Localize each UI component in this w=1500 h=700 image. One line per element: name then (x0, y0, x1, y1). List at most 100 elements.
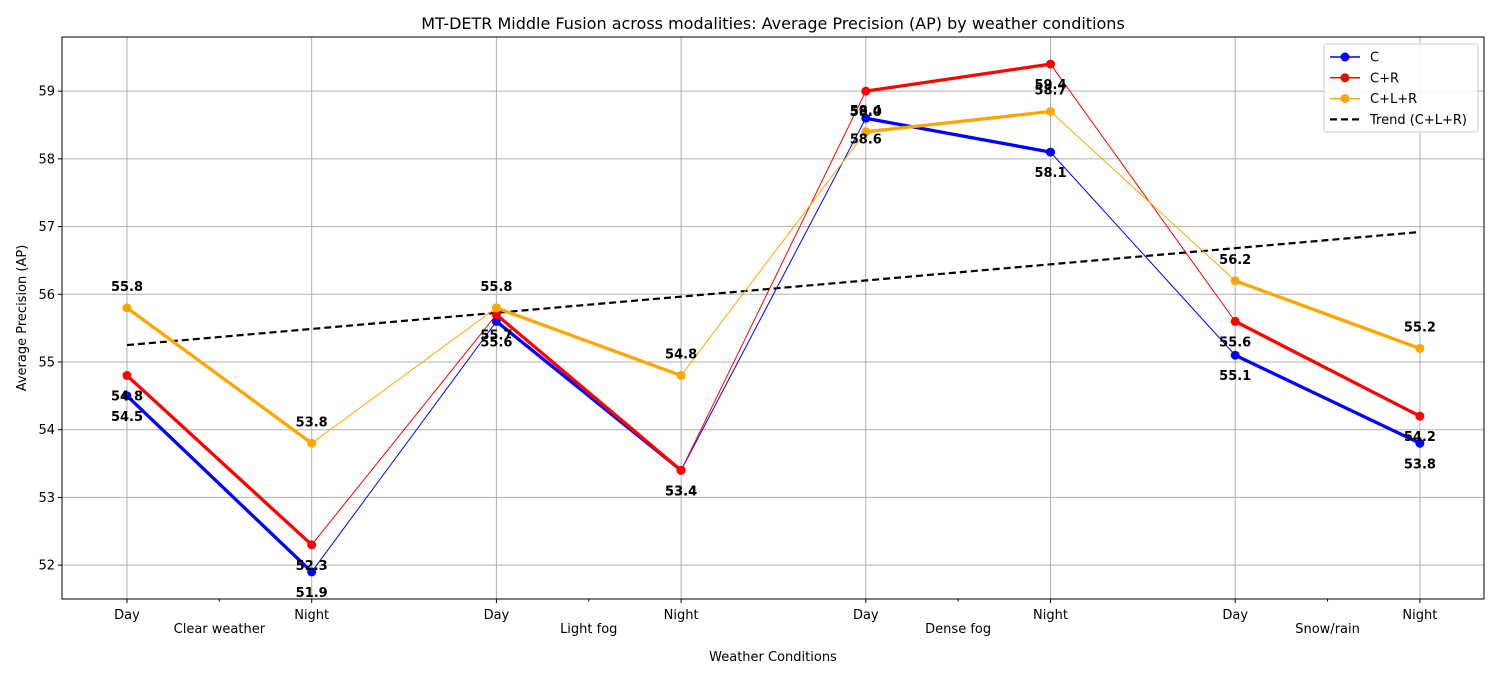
series-c-l-r-data-label: 54.8 (665, 348, 697, 363)
series-c-l-r-point (861, 127, 871, 137)
series-c-segment (311, 320, 497, 573)
group-label: Snow/rain (1295, 622, 1360, 637)
y-tick-label: 56 (38, 288, 55, 303)
series-c-segment (1233, 353, 1422, 445)
y-axis-title: Average Precision (AP) (15, 245, 30, 392)
y-tick-label: 52 (38, 559, 55, 574)
chart-title: MT-DETR Middle Fusion across modalities:… (421, 14, 1125, 33)
series-c-r-point (676, 465, 686, 475)
x-axis-title: Weather Conditions (709, 650, 837, 665)
legend-label-c-l-r: C+L+R (1370, 92, 1417, 107)
series-c-r-point (1415, 411, 1425, 421)
series-c-l-r-data-label: 58.4 (850, 104, 882, 119)
series-c-data-label: 53.4 (665, 484, 697, 499)
legend: C C+R C+L+R Trend (C+L+R) (1323, 43, 1479, 133)
group-label: Dense fog (925, 622, 991, 637)
series-c-point (122, 391, 132, 401)
trend-layer (126, 230, 1420, 347)
series-c-r-segment (125, 373, 314, 547)
series-c-r-data-label: 55.7 (480, 329, 512, 344)
plot-frame (61, 36, 1485, 600)
y-axis: 52 53 54 55 56 57 58 59 (38, 85, 62, 574)
series-c-data-label: 58.6 (850, 132, 882, 147)
series-c-data-label: 54.5 (111, 410, 143, 425)
group-label: Clear weather (174, 622, 266, 637)
series-c-l-r-data-label: 55.8 (111, 280, 143, 295)
series-c-l-r-data-label: 55.8 (480, 280, 512, 295)
series-c-data-label: 53.8 (1404, 457, 1436, 472)
series-c-r-point (861, 86, 871, 96)
series-c-r-data-label: 54.2 (1404, 430, 1436, 445)
x-tick-label: Night (294, 608, 329, 623)
legend-marker-c-l-r (1340, 94, 1350, 104)
legend-marker-c (1340, 52, 1350, 62)
y-tick-label: 57 (38, 220, 55, 235)
series-c-point (1415, 438, 1425, 448)
x-tick-label: Night (1402, 608, 1437, 623)
series-c-r-point (491, 310, 501, 320)
y-tick-label: 59 (38, 85, 55, 100)
series-c-r-segment (311, 314, 497, 546)
series-c-l-r-segment (1050, 110, 1236, 282)
series-c-r-segment (1050, 63, 1236, 322)
x-tick-label: Day (853, 608, 879, 623)
x-tick-label: Day (1222, 608, 1248, 623)
series-c-l-r-segment (125, 306, 314, 445)
y-tick-label: 58 (38, 152, 55, 167)
series-c-r-data-label: 59.4 (1034, 78, 1066, 93)
series-c-segment (125, 394, 314, 574)
y-tick-label: 54 (38, 423, 55, 438)
series-c-l-r-point (676, 371, 686, 381)
series-c-r-data-label: 59.0 (850, 105, 882, 120)
series-c-l-r-segment (311, 307, 497, 444)
series-c-r-segment (680, 90, 867, 471)
series-c-r-segment (494, 312, 683, 472)
x-tick-label: Day (114, 608, 140, 623)
trend-line (126, 230, 1420, 347)
series-c-point (861, 113, 871, 123)
legend-label-c: C (1370, 51, 1379, 66)
series-c-point (1046, 147, 1055, 157)
series-c-l-r-segment (864, 109, 1053, 134)
series-c-data-label: 55.1 (1219, 369, 1251, 384)
data-labels: 54.5 51.9 55.6 53.4 58.6 58.1 55.1 53.8 54.8 52.3… (111, 78, 1436, 601)
series-c-r-data-label: 55.6 (1219, 335, 1251, 350)
series-c-l-r-data-label: 53.8 (296, 415, 328, 430)
series-c-point (307, 567, 317, 577)
series-c-l-r-point (122, 303, 132, 313)
series-c-r-point (307, 540, 317, 550)
y-tick-label: 53 (38, 491, 55, 506)
series-c-r-point (122, 371, 132, 381)
series-layer (122, 59, 1425, 577)
series-c-r-data-label: 52.3 (296, 559, 328, 574)
legend-marker-c-r (1340, 73, 1350, 83)
series-c-l-r-data-label: 58.7 (1034, 83, 1066, 98)
series-c-r-data-label: 54.8 (111, 390, 143, 405)
series-c-r-segment (1233, 319, 1422, 418)
series-c-l-r-segment (494, 306, 683, 378)
y-tick-label: 55 (38, 356, 55, 371)
series-c-l-r-segment (1233, 279, 1422, 351)
x-axis: Day Night Day Night Day Night Day Night Clear we… (114, 599, 1437, 637)
series-c-point (491, 316, 501, 326)
series-c-data-label: 51.9 (296, 586, 328, 601)
legend-label-c-r: C+R (1370, 71, 1399, 86)
series-c-l-r-point (491, 303, 501, 313)
series-c-segment (1050, 151, 1236, 356)
legend-label-trend-c-l-r: Trend (C+L+R) (1369, 113, 1467, 128)
x-tick-label: Day (484, 608, 510, 623)
x-tick-label: Night (1033, 608, 1068, 623)
series-c-l-r-point (1230, 276, 1240, 286)
series-c-data-label: 58.1 (1034, 166, 1066, 181)
series-c-r-point (1230, 316, 1240, 326)
group-label: Light fog (560, 622, 617, 637)
series-c-l-r-point (307, 438, 317, 448)
series-c-r-point (1046, 59, 1055, 69)
series-c-data-label: 55.6 (480, 335, 512, 350)
series-c-point (1230, 350, 1240, 360)
series-c-l-r-segment (680, 131, 867, 377)
x-tick-label: Night (664, 608, 699, 623)
series-c-segment (680, 117, 867, 471)
series-c-l-r-data-label: 55.2 (1404, 320, 1436, 335)
